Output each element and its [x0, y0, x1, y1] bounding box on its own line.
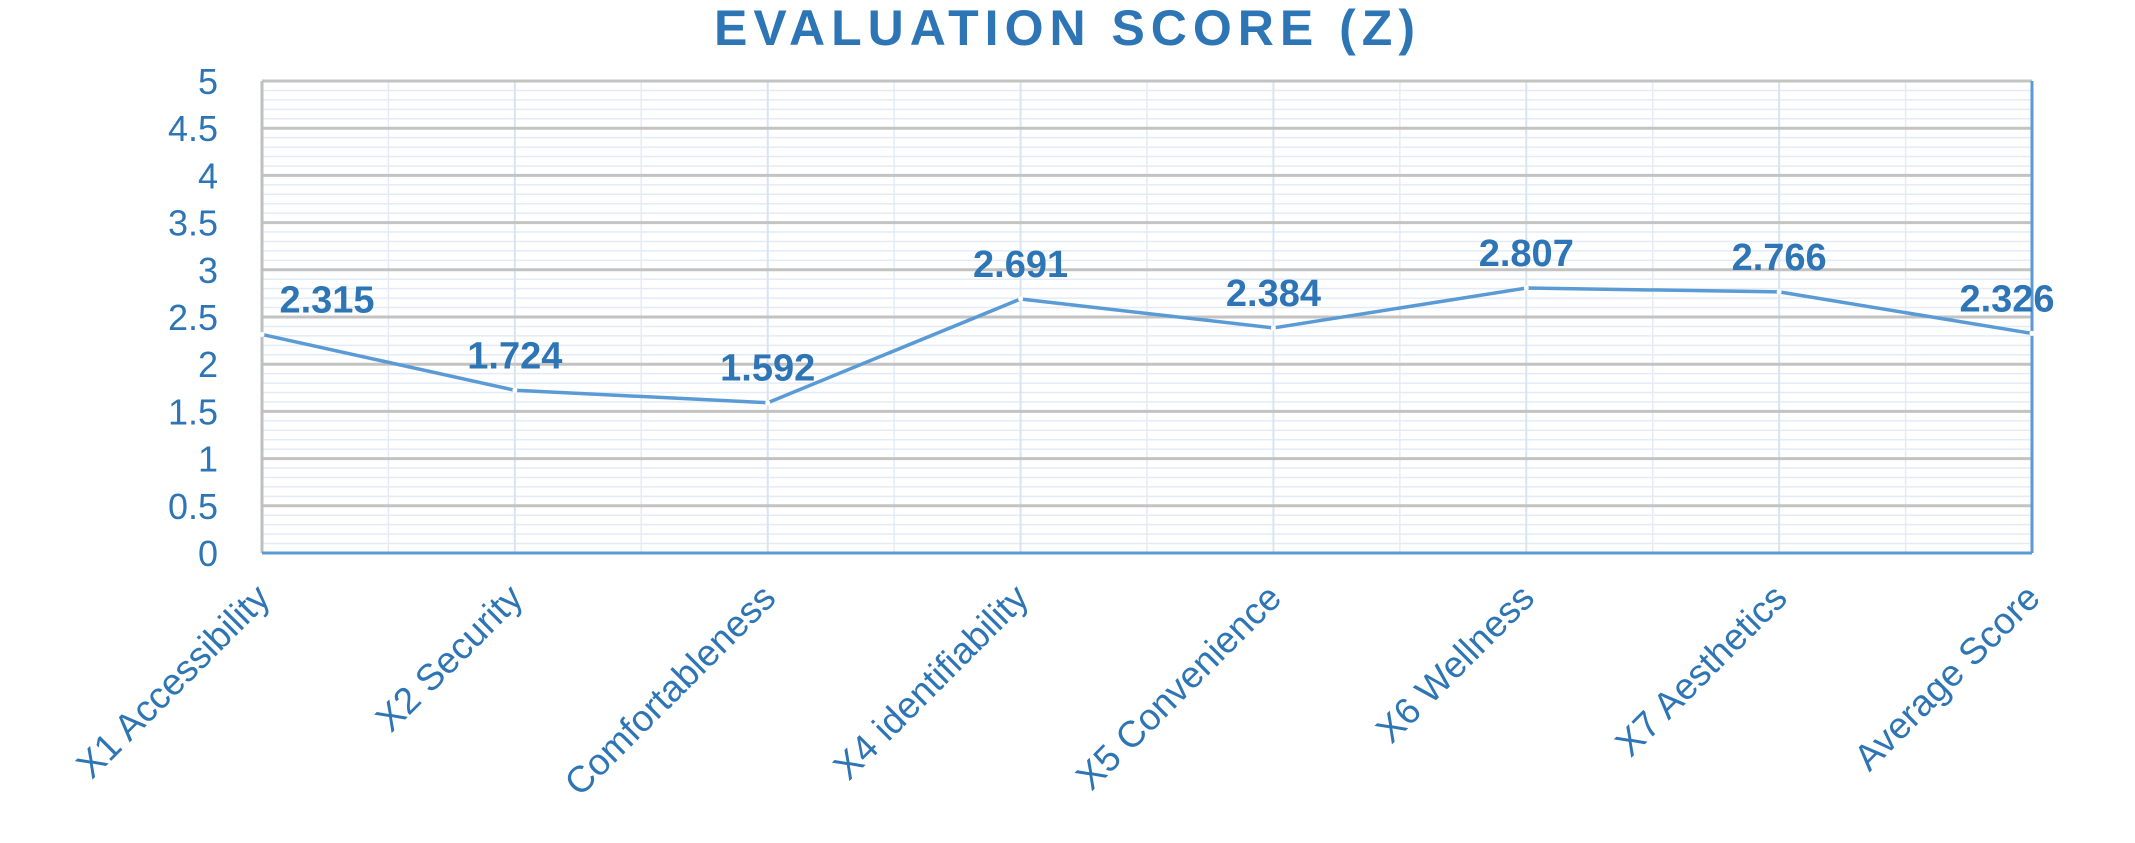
x-tick-label: X7 Aesthetics [1607, 577, 1795, 765]
data-label: 2.691 [973, 244, 1068, 286]
x-tick-label: X1 Accessibility [68, 576, 278, 786]
data-point [765, 400, 771, 406]
y-tick-label: 4.5 [168, 108, 218, 149]
y-tick-label: 4 [198, 155, 218, 196]
data-label: 2.326 [1959, 278, 2054, 320]
data-labels: 2.315 1.724 1.592 2.691 2.384 2.807 2.766 2.326 [279, 233, 2054, 390]
x-tick-label: Comfortableness [557, 577, 784, 804]
x-tick-label: X4 identifiability [825, 576, 1036, 787]
x-tick-label: Average Score [1846, 577, 2048, 779]
x-tick-label: X5 Convenience [1068, 577, 1289, 798]
chart-title: EVALUATION SCORE (Z) [713, 0, 1421, 56]
x-axis-tick-labels: X1 Accessibility X2 Security Comfortablene… [68, 576, 2047, 803]
y-tick-label: 1.5 [168, 391, 218, 432]
data-label: 1.592 [720, 348, 815, 390]
data-point [1270, 325, 1276, 331]
data-point [259, 331, 265, 337]
y-tick-label: 2 [198, 344, 218, 385]
y-tick-label: 0 [198, 533, 218, 574]
data-label: 2.384 [1226, 273, 1321, 315]
data-label: 2.807 [1479, 233, 1574, 275]
data-point [512, 387, 518, 393]
y-tick-label: 3 [198, 250, 218, 291]
y-tick-label: 5 [198, 61, 218, 102]
x-tick-label: X2 Security [368, 576, 531, 739]
data-point [2029, 330, 2035, 336]
series-line [261, 286, 2033, 405]
data-label: 2.315 [279, 279, 374, 321]
y-tick-label: 2.5 [168, 297, 218, 338]
y-axis-tick-labels: 0 0.5 1 1.5 2 2.5 3 3.5 4 4.5 5 [168, 61, 218, 574]
data-point [1523, 285, 1529, 291]
minor-gridlines [262, 81, 2032, 553]
y-tick-label: 1 [198, 439, 218, 480]
x-tick-label: X6 Wellness [1368, 577, 1542, 751]
major-gridlines [262, 79, 2032, 508]
chart-axes [260, 81, 2034, 555]
y-tick-label: 0.5 [168, 486, 218, 527]
data-point [1776, 289, 1782, 295]
data-label: 2.766 [1732, 237, 1827, 279]
y-tick-label: 3.5 [168, 203, 218, 244]
series-line-group [259, 285, 2035, 406]
data-point [1018, 296, 1024, 302]
data-label: 1.724 [467, 335, 562, 377]
